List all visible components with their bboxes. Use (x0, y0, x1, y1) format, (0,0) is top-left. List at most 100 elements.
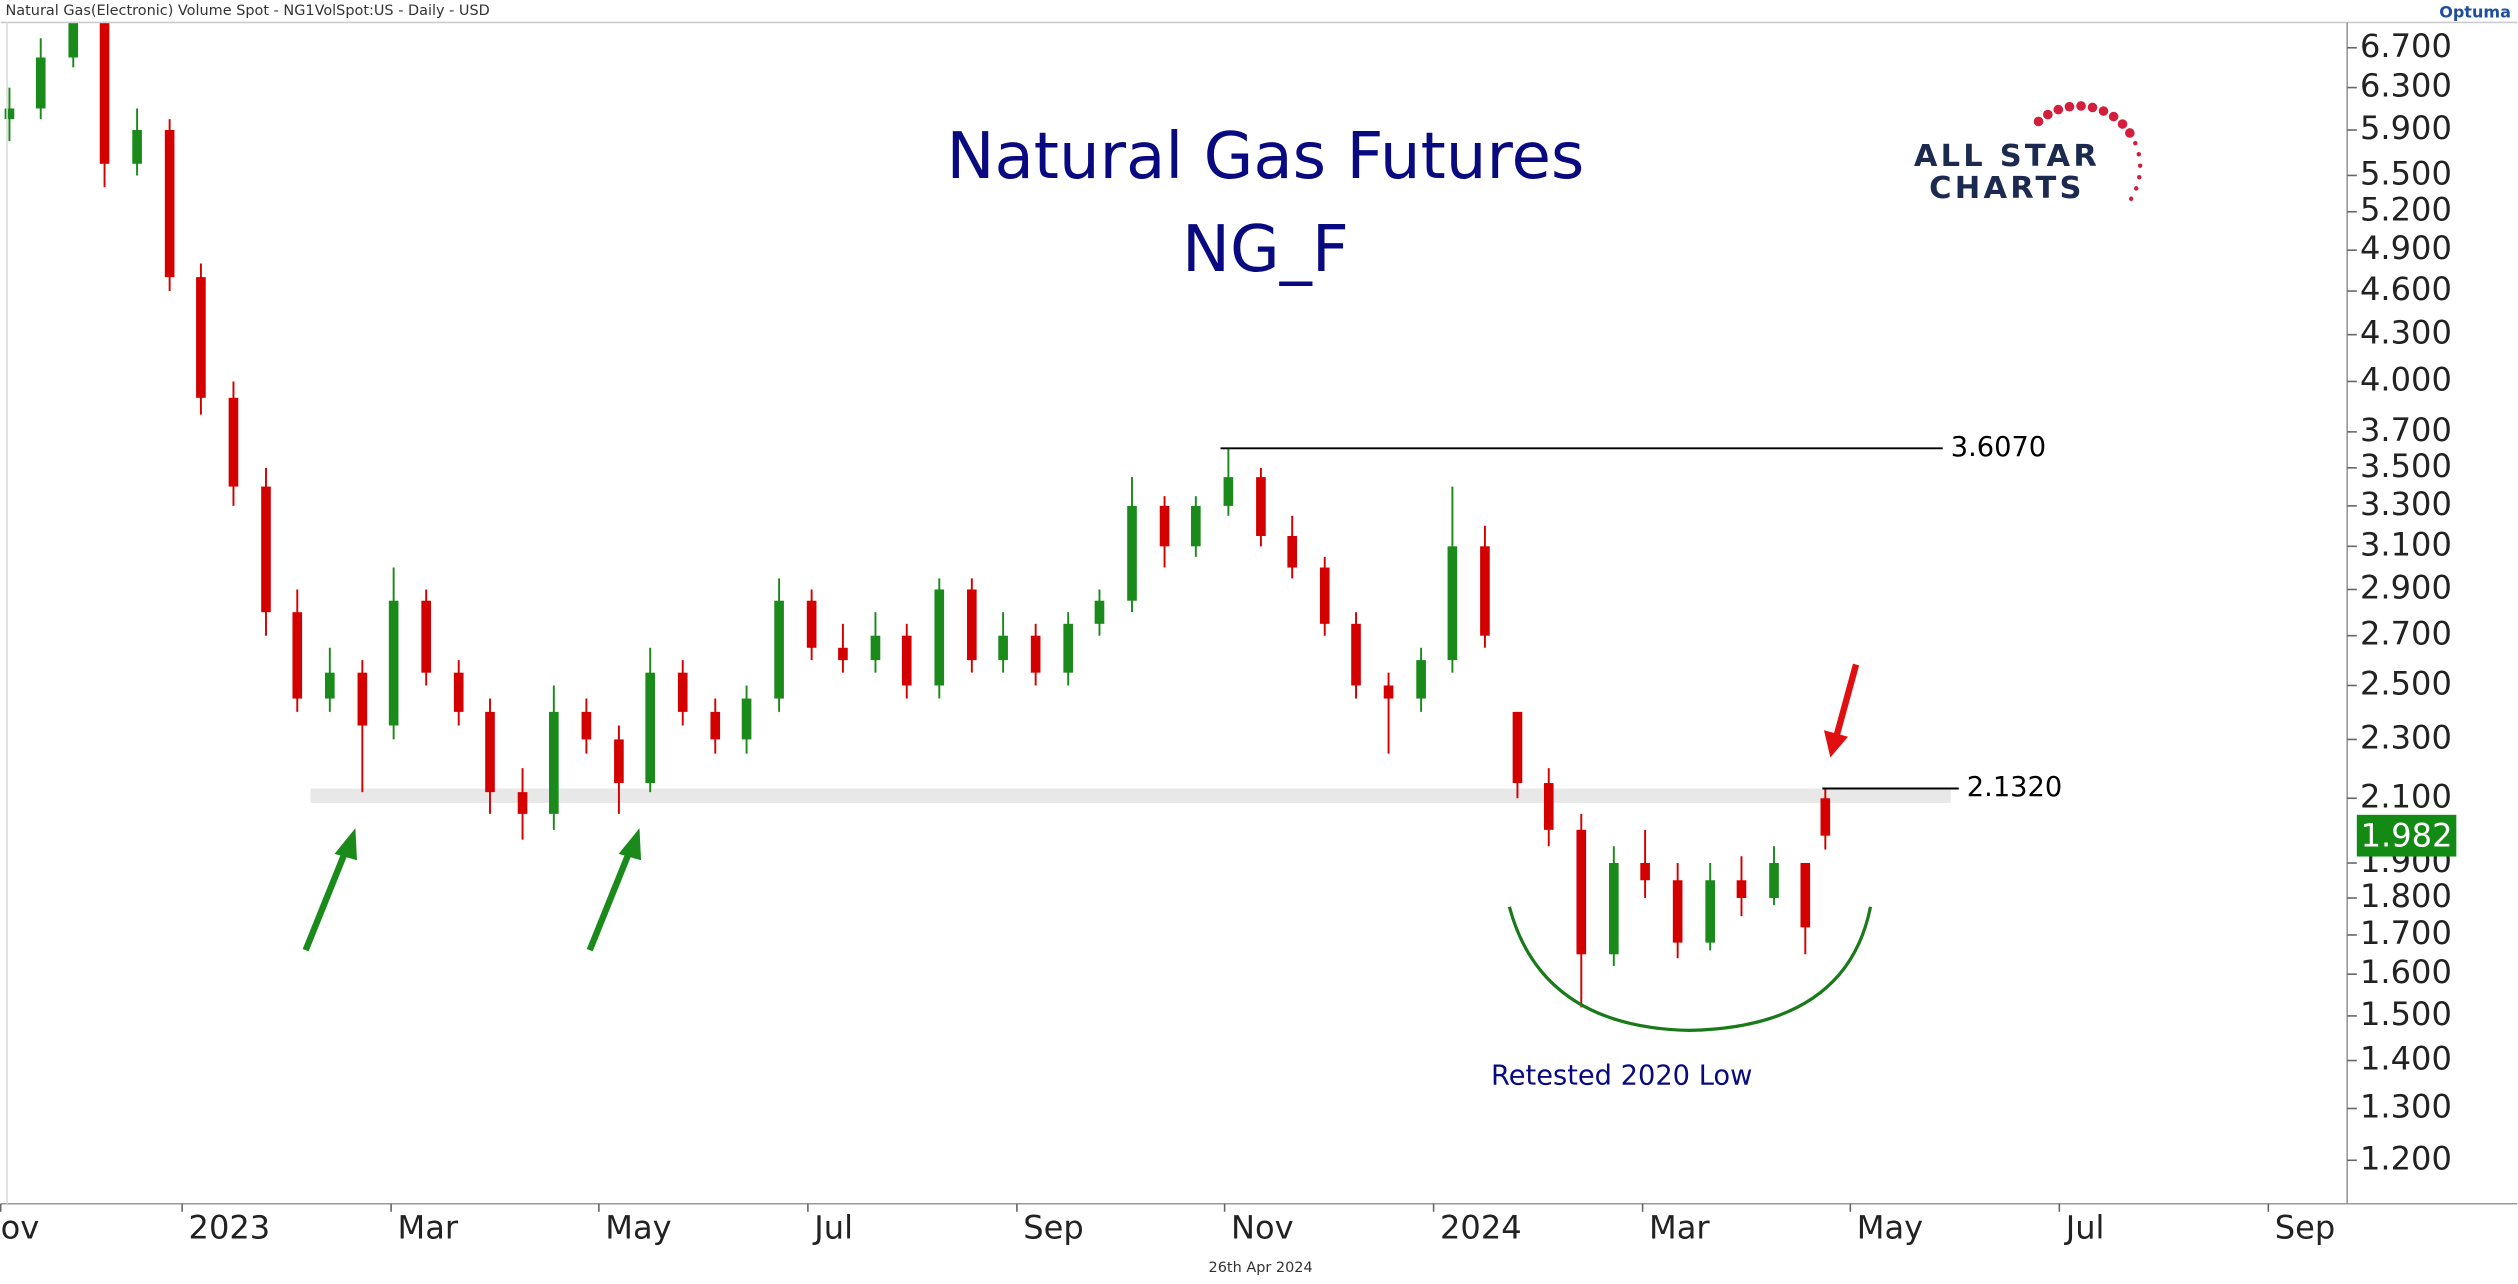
candle-body (421, 600, 431, 673)
candle-body (1256, 477, 1266, 536)
candle-body (4, 108, 15, 120)
y-tick-label: 1.700 (2360, 914, 2452, 952)
candle-body (388, 600, 399, 726)
star (2098, 106, 2109, 116)
x-tick-label: Jul (812, 1208, 853, 1246)
candle-body (357, 672, 368, 726)
x-tick-label: Nov (1231, 1208, 1294, 1246)
candle-body (1191, 505, 1201, 547)
candle-body (485, 711, 495, 793)
brand: Optuma (2439, 2, 2511, 21)
candle-body (99, 22, 110, 164)
arrow (1833, 663, 1860, 736)
candle-body (838, 647, 848, 661)
star (2117, 119, 2128, 129)
candle-body (1159, 505, 1170, 547)
star (2043, 109, 2053, 120)
arrow (586, 849, 633, 952)
candle-body (774, 600, 784, 699)
candle-body (1319, 567, 1330, 624)
candle-body (998, 635, 1008, 661)
candle-body (1416, 660, 1426, 699)
last-price-label: 1.982 (2361, 816, 2453, 854)
candle-body (1351, 623, 1361, 686)
x-tick-label: May (605, 1208, 671, 1246)
y-tick-label: 1.600 (2360, 953, 2452, 991)
star (2137, 163, 2143, 168)
x-tick-label: Mar (398, 1208, 459, 1246)
candle-body (1736, 880, 1747, 898)
y-tick-label: 1.800 (2360, 877, 2452, 915)
star (2108, 111, 2119, 122)
logo-line2: CHARTS (1929, 171, 2085, 206)
arrow-head (334, 828, 357, 861)
candle-body (1640, 863, 1650, 881)
level-label: 3.6070 (1951, 432, 2046, 463)
annotation: Retested 2020 Low (1491, 1060, 1752, 1091)
header: Natural Gas(Electronic) Volume Spot - NG… (5, 3, 489, 19)
logo-stars (2033, 101, 2143, 202)
y-tick-label: 6.700 (2360, 27, 2452, 65)
candle-body (1030, 635, 1041, 673)
arrows (302, 663, 1860, 952)
candle-body (1063, 623, 1074, 673)
y-tick-label: 2.900 (2360, 568, 2452, 606)
candle-body (741, 698, 752, 740)
candle-body (967, 589, 977, 661)
candle-body (1383, 685, 1394, 699)
star (2125, 128, 2135, 138)
candle-body (934, 589, 945, 686)
candle-body (1512, 711, 1523, 784)
candle-body (901, 635, 912, 686)
candle-body (292, 612, 303, 699)
star (2137, 174, 2142, 180)
level-label: 2.1320 (1967, 772, 2062, 803)
star (2133, 186, 2139, 191)
y-tick-label: 4.300 (2360, 314, 2452, 352)
star (2053, 104, 2064, 115)
candle-body (517, 792, 528, 814)
star (2033, 116, 2044, 127)
y-tick-label: 4.900 (2360, 229, 2452, 267)
y-tick-label: 3.100 (2360, 525, 2452, 563)
support-band (310, 788, 1951, 803)
candle-body (677, 672, 688, 712)
plot-area (4, 22, 1951, 1008)
y-tick-label: 1.200 (2360, 1139, 2452, 1177)
x-tick-label: 2024 (1440, 1208, 1522, 1246)
x-tick-label: Sep (1023, 1208, 1083, 1246)
x-tick-label: Sep (2275, 1208, 2335, 1246)
candle-body (132, 130, 142, 164)
y-tick-label: 1.500 (2360, 995, 2452, 1033)
candle-body (325, 672, 335, 699)
x-tick-label: ov (1, 1208, 40, 1246)
candle-body (1672, 880, 1683, 943)
candle-body (164, 130, 175, 278)
candle-body (1609, 863, 1619, 955)
chart-title: Natural Gas Futures (946, 119, 1584, 194)
footer: 26th Apr 2024 (1209, 1260, 1313, 1276)
candle-body (1287, 535, 1298, 568)
star (2064, 101, 2075, 112)
candle-body (196, 277, 206, 398)
logo-line1: ALL STAR (1914, 139, 2100, 174)
y-tick-label: 3.700 (2360, 411, 2452, 449)
candle-body (1543, 783, 1554, 830)
y-tick-label: 5.500 (2360, 154, 2452, 192)
star (2076, 101, 2086, 111)
x-tick-label: Jul (2064, 1208, 2105, 1246)
star (2133, 140, 2138, 146)
y-tick-label: 1.300 (2360, 1087, 2452, 1125)
x-tick-label: Mar (1649, 1208, 1710, 1246)
y-tick-label: 4.600 (2360, 270, 2452, 308)
candle-body (261, 486, 271, 613)
candle-body (1800, 863, 1811, 928)
chart-subtitle: NG_F (1182, 212, 1349, 287)
candle-body (453, 672, 464, 712)
y-tick-label: 4.000 (2360, 360, 2452, 398)
arc (1507, 906, 1873, 1033)
y-tick-label: 5.900 (2360, 109, 2452, 147)
candle-body (1094, 600, 1105, 624)
